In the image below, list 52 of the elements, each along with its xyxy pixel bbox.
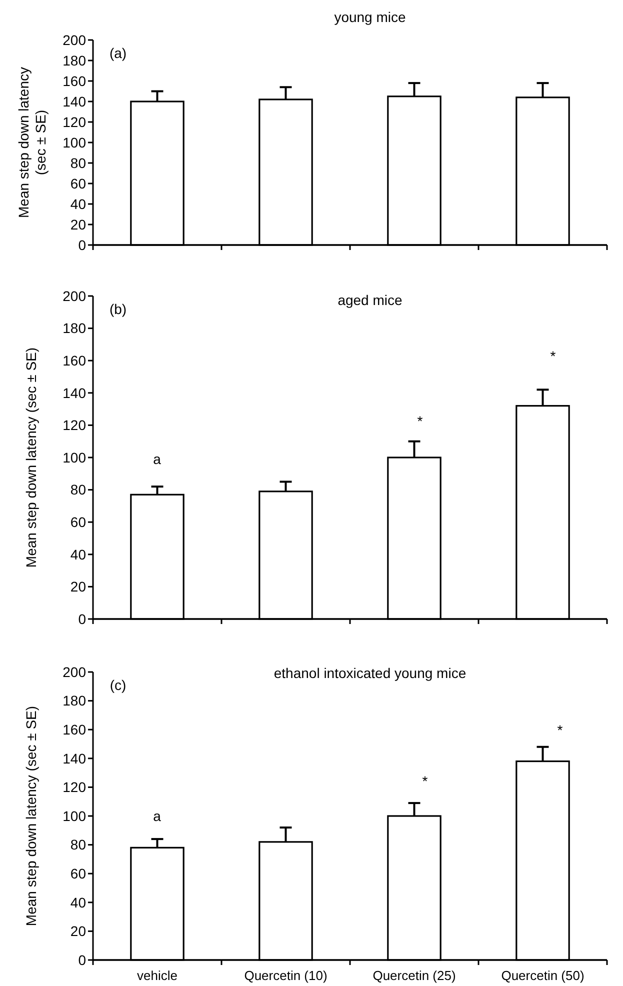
y-tick-label: 40 (70, 894, 86, 910)
chart-title: young mice (334, 9, 406, 25)
y-tick-label: 0 (78, 236, 86, 253)
y-tick-label: 200 (62, 288, 86, 304)
y-tick-label: 80 (70, 154, 86, 171)
y-axis-title: Mean step down latency (sec ± SE) (23, 347, 39, 568)
annotation: (b) (109, 300, 127, 317)
y-tick-label: 0 (78, 952, 86, 968)
y-tick-label: 80 (70, 836, 86, 853)
y-tick-label: 180 (62, 692, 86, 709)
y-tick-label: 60 (70, 514, 86, 530)
y-tick-label: 0 (78, 610, 86, 627)
annotation: (c) (110, 676, 126, 693)
chart-title: ethanol intoxicated young mice (274, 665, 466, 681)
y-tick-label: 140 (62, 750, 86, 766)
y-tick-label: 100 (62, 449, 86, 466)
y-tick-label: 20 (70, 578, 86, 595)
y-tick-label: 160 (62, 352, 86, 368)
y-tick-label: 20 (70, 923, 86, 940)
annotation: * (557, 722, 564, 738)
annotation: a (153, 450, 162, 467)
y-tick-label: 140 (62, 384, 86, 401)
y-tick-label: 200 (62, 32, 86, 48)
y-tick-label: 60 (70, 866, 86, 882)
y-tick-label: 180 (62, 52, 86, 68)
y-tick-label: 160 (62, 722, 86, 738)
x-tick-label: vehicle (137, 968, 178, 983)
y-tick-label: 200 (62, 664, 86, 680)
y-tick-label: 80 (70, 482, 86, 498)
y-tick-label: 100 (62, 134, 86, 150)
y-tick-label: 40 (70, 196, 86, 212)
annotation: * (417, 412, 424, 429)
y-axis-title: Mean step down latency (sec ± SE) (23, 706, 39, 926)
y-tick-label: 100 (62, 808, 86, 824)
y-tick-label: 40 (70, 546, 86, 562)
y-tick-label: 180 (62, 320, 86, 336)
y-tick-label: 60 (70, 175, 86, 192)
y-tick-label: 120 (62, 779, 86, 796)
y-tick-label: 120 (62, 417, 86, 434)
x-tick-label: Quercetin (10) (244, 968, 328, 983)
y-tick-label: 160 (62, 72, 86, 89)
x-tick-label: Quercetin (25) (372, 968, 456, 983)
y-tick-label: 20 (70, 216, 86, 232)
x-tick-label: Quercetin (50) (501, 968, 584, 983)
annotation: (a) (109, 44, 127, 61)
annotation: a (153, 808, 162, 824)
y-tick-label: 120 (62, 114, 86, 130)
annotation: * (550, 348, 556, 364)
y-tick-label: 140 (62, 93, 86, 110)
y-axis-title: Mean step down latency (sec ± SE) (16, 67, 48, 218)
chart-title: aged mice (338, 292, 403, 308)
annotation: * (422, 772, 428, 789)
